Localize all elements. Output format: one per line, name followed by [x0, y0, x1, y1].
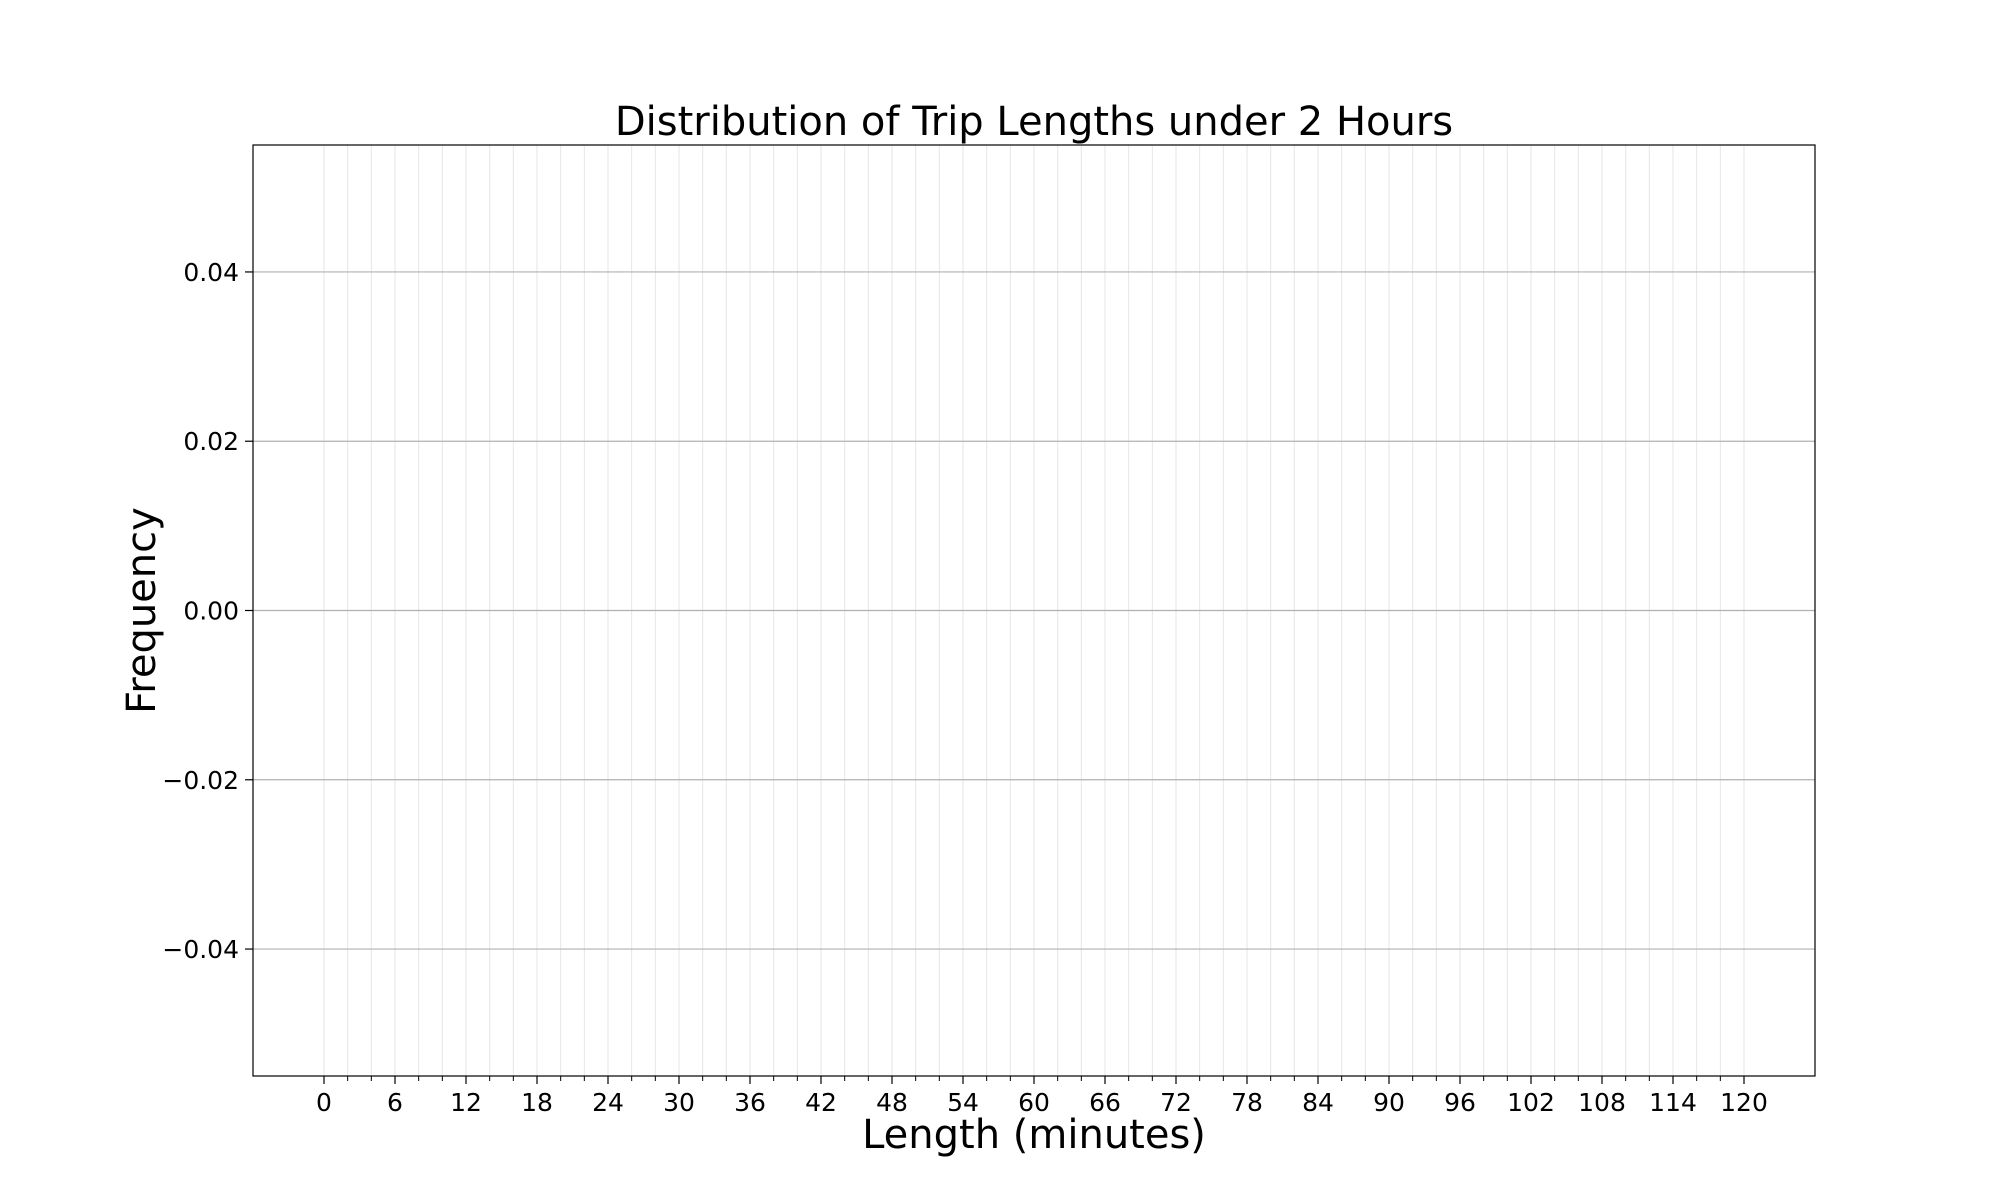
y-tick-label: 0.02: [183, 427, 239, 456]
y-tick-label: 0.04: [183, 258, 239, 287]
x-tick-label: 18: [521, 1088, 553, 1117]
x-tick-label: 120: [1720, 1088, 1768, 1117]
x-tick-label: 24: [592, 1088, 624, 1117]
x-tick-label: 114: [1649, 1088, 1697, 1117]
x-tick-label: 78: [1231, 1088, 1263, 1117]
x-tick-label: 30: [663, 1088, 695, 1117]
x-tick-label: 84: [1302, 1088, 1334, 1117]
x-tick-label: 54: [947, 1088, 979, 1117]
x-tick-label: 102: [1507, 1088, 1555, 1117]
x-tick-label: 72: [1160, 1088, 1192, 1117]
y-tick-label: 0.00: [183, 597, 239, 626]
x-tick-label: 6: [387, 1088, 403, 1117]
x-tick-label: 0: [316, 1088, 332, 1117]
tick-layer: 0 6 12 18 24 30 36 42 48 54 60 66 72 78 84 90 96 102 108 11…: [162, 258, 1767, 1117]
x-tick-label: 90: [1373, 1088, 1405, 1117]
x-tick-label: 96: [1444, 1088, 1476, 1117]
chart-title: Distribution of Trip Lengths under 2 Hou…: [615, 99, 1453, 145]
y-axis-label: Frequency: [119, 507, 165, 714]
x-axis-label: Length (minutes): [862, 1112, 1206, 1158]
y-tick-label: −0.04: [162, 935, 239, 964]
x-tick-label: 60: [1018, 1088, 1050, 1117]
y-tick-label: −0.02: [162, 766, 239, 795]
x-tick-label: 48: [876, 1088, 908, 1117]
x-tick-label: 12: [450, 1088, 482, 1117]
x-tick-label: 36: [734, 1088, 766, 1117]
x-tick-label: 108: [1578, 1088, 1626, 1117]
x-tick-label: 42: [805, 1088, 837, 1117]
grid-layer: [253, 145, 1815, 1076]
x-tick-label: 66: [1089, 1088, 1121, 1117]
